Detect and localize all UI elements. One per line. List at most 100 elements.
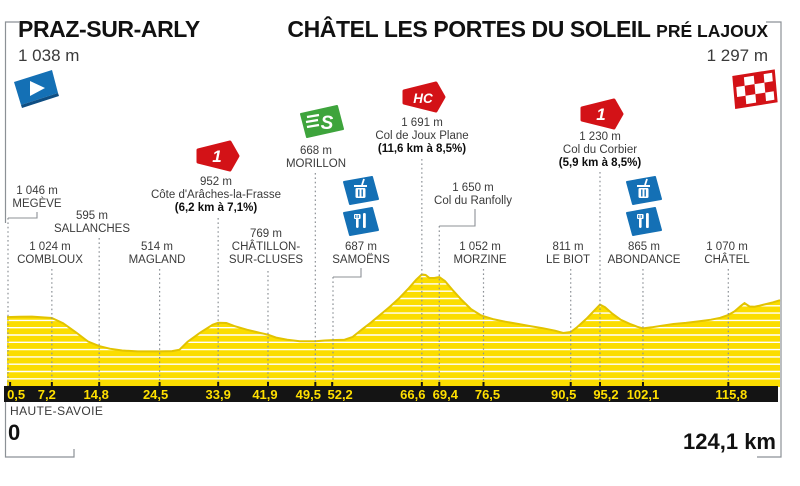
waypoint-name: LE BIOT (545, 254, 591, 266)
waypoint-name: Col du Corbier (562, 144, 638, 156)
waypoint-elevation: 1 024 m (29, 241, 71, 253)
waypoint-name: MEGÈVE (12, 198, 62, 210)
distance-tick (569, 382, 572, 386)
waypoint-name: CHÂTILLON- (231, 241, 301, 253)
start-km-label: 0 (8, 420, 21, 445)
waypoint-name: MORILLON (285, 158, 347, 170)
distance-tick (50, 382, 53, 386)
distance-tick-label: 0,5 (7, 387, 25, 402)
waypoint-name: Col de Joux Plane (375, 130, 469, 142)
waypoint-name: SALLANCHES (53, 223, 131, 235)
waypoint-elbow-line (439, 209, 476, 227)
waypoint-elevation: 1 691 m (401, 117, 443, 129)
waypoint-label: 769 m CHÂTILLON- SUR-CLUSES (229, 228, 303, 267)
finish-town-title: CHÂTEL LES PORTES DU SOLEIL PRÉ LAJOUX (287, 16, 768, 42)
waypoint-label: 687 m SAMOËNS (332, 241, 390, 267)
start-town-title: PRAZ-SUR-ARLY (18, 16, 200, 42)
distance-tick-label: 95,2 (593, 387, 618, 402)
waypoint-name: SAMOËNS (332, 254, 390, 266)
climb-stats: (5,9 km à 8,5%) (558, 157, 642, 169)
waypoint-elbow-line (333, 268, 362, 278)
svg-text:HC: HC (413, 91, 433, 106)
svg-text:S: S (321, 113, 334, 134)
waypoint-elbow-line (8, 212, 38, 219)
finish-elevation: 1 297 m (706, 46, 768, 65)
distance-tick (158, 382, 161, 386)
waypoint-elevation: 1 070 m (706, 241, 748, 253)
climb-stats: (6,2 km à 7,1%) (174, 202, 258, 214)
waypoint-label: 1 052 m MORZINE (453, 241, 506, 267)
waypoint-label: 514 m MAGLAND (129, 241, 186, 267)
waypoint-elevation: 769 m (250, 228, 282, 240)
waypoint-label: 1 650 m Col du Ranfolly (434, 182, 512, 208)
elevation-profile-area (7, 274, 780, 387)
waypoint-elevation: 668 m (300, 145, 332, 157)
distance-tick (598, 382, 601, 386)
distance-tick (266, 382, 269, 386)
distance-tick (420, 382, 423, 386)
start-bracket (4, 21, 19, 223)
distance-bar (4, 386, 778, 402)
distance-tick (641, 382, 644, 386)
region-label: HAUTE-SAVOIE (10, 404, 104, 418)
sprint-icon: S (300, 105, 344, 138)
feed-zone-icon (343, 176, 379, 236)
distance-tick-label: 41,9 (252, 387, 277, 402)
distance-tick-label: 14,8 (84, 387, 109, 402)
waypoint-name: COMBLOUX (17, 254, 83, 266)
waypoint-elevation: 1 046 m (16, 185, 58, 197)
hc-climb-icon: HC (402, 81, 446, 113)
waypoint-name: ABONDANCE (607, 254, 681, 266)
waypoint-label: 1 691 m Col de Joux Plane (11,6 km à 8,5%) (375, 117, 468, 156)
waypoint-elevation: 1 230 m (579, 131, 621, 143)
climb-stats: (11,6 km à 8,5%) (377, 143, 467, 155)
waypoint-label: 811 m LE BIOT (546, 241, 590, 267)
distance-tick-label: 90,5 (551, 387, 576, 402)
waypoint-label: 952 m Côte d'Arâches-la-Frasse (6,2 km à 7… (151, 176, 281, 215)
waypoint-elevation: 811 m (552, 241, 584, 253)
waypoint-name: SUR-CLUSES (228, 254, 304, 266)
distance-tick-label: 76,5 (475, 387, 500, 402)
distance-tick-label: 7,2 (38, 387, 56, 402)
total-distance-label: 124,1 km (683, 429, 776, 454)
distance-tick (727, 382, 730, 386)
waypoint-label: 595 m SALLANCHES (54, 210, 130, 236)
distance-tick (98, 382, 101, 386)
start-header: PRAZ-SUR-ARLY 1 038 m (18, 16, 200, 66)
distance-tick-label: 33,9 (206, 387, 231, 402)
finish-bracket (757, 21, 782, 458)
waypoint-label: 1 046 m MEGÈVE (12, 185, 61, 211)
waypoint-elevation: 865 m (628, 241, 660, 253)
waypoint-label: 668 m MORILLON (286, 145, 346, 171)
distance-tick (9, 382, 12, 386)
waypoint-elevation: 595 m (76, 210, 108, 222)
distance-tick-label: 49,5 (296, 387, 321, 402)
waypoint-name: MORZINE (453, 254, 507, 266)
distance-tick-label: 24,5 (143, 387, 168, 402)
svg-text:1: 1 (596, 105, 605, 124)
waypoint-name: CHÂTEL (704, 254, 750, 266)
cat1-climb-icon: 1 (196, 140, 240, 172)
profile-top-edge (6, 273, 781, 353)
distance-tick-label: 69,4 (433, 387, 459, 402)
feed-zone-icon (626, 176, 662, 236)
waypoint-elevation: 514 m (141, 241, 173, 253)
waypoint-elevation: 1 052 m (459, 241, 501, 253)
waypoint-name: Col du Ranfolly (434, 195, 512, 207)
waypoint-label: 1 070 m CHÂTEL (704, 241, 749, 267)
start-elevation: 1 038 m (18, 46, 80, 65)
cat1-climb-icon: 1 (580, 98, 624, 130)
svg-text:1: 1 (212, 147, 221, 166)
waypoint-name: Côte d'Arâches-la-Frasse (150, 189, 282, 201)
distance-tick (331, 382, 334, 386)
waypoint-elevation: 952 m (200, 176, 232, 188)
finish-town-suffix: PRÉ LAJOUX (656, 21, 768, 41)
waypoint-label: 1 230 m Col du Corbier (5,9 km à 8,5%) (559, 131, 641, 170)
distance-tick (314, 382, 317, 386)
waypoint-elevation: 687 m (345, 241, 377, 253)
distance-tick-label: 102,1 (627, 387, 660, 402)
distance-tick-label: 66,6 (400, 387, 425, 402)
finish-flag-icon (732, 69, 778, 110)
